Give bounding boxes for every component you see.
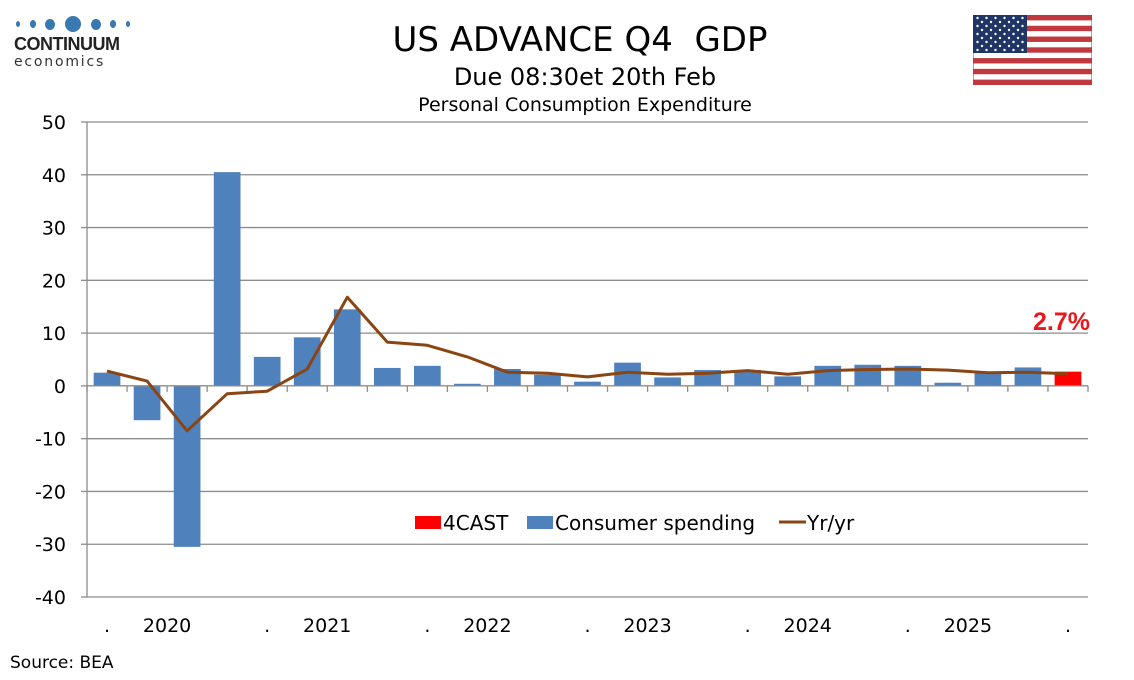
axes xyxy=(81,121,1089,598)
x-tick-label: . xyxy=(424,615,430,637)
consumer-spending-bar xyxy=(253,356,281,386)
forecast-bar xyxy=(1054,371,1082,386)
consumer-spending-bar xyxy=(534,374,561,386)
consumer-spending-bar xyxy=(814,365,842,386)
legend-label-yoy: Yr/yr xyxy=(806,511,855,535)
consumer-spending-bar xyxy=(413,365,441,386)
consumer-spending-bar xyxy=(373,367,401,386)
chart-title: US ADVANCE Q4 GDP xyxy=(392,20,768,60)
x-tick-label: 2025 xyxy=(944,615,992,637)
x-tick-label: 2020 xyxy=(143,615,191,637)
consumer-spending-bar xyxy=(333,309,361,386)
x-tick-labels: . 2020. 2021. 2022. 2023. 2024. 2025. xyxy=(104,615,1071,637)
x-tick-label: 2022 xyxy=(463,615,511,637)
consumer-spending-bar xyxy=(894,365,922,386)
consumer-spending-bar xyxy=(774,376,802,386)
us-flag-icon xyxy=(973,15,1092,85)
consumer-spending-bar xyxy=(213,172,241,386)
consumer-spending-bar xyxy=(654,377,681,386)
y-tick-label: 0 xyxy=(54,376,66,398)
y-tick-label: 10 xyxy=(42,323,66,345)
x-tick-label: . xyxy=(104,615,110,637)
logo-subtitle: economics xyxy=(14,54,106,70)
y-tick-label: 40 xyxy=(42,165,66,187)
consumer-spending-bar xyxy=(454,383,481,386)
legend-label-consumer-spending: Consumer spending xyxy=(555,511,755,535)
x-tick-label: . xyxy=(1065,615,1071,637)
y-tick-label: 20 xyxy=(42,270,66,292)
logo-name: CONTINUUM xyxy=(14,34,120,54)
y-tick-label: 50 xyxy=(42,112,66,134)
logo-dots-icon xyxy=(14,16,132,32)
legend-label-4cast: 4CAST xyxy=(443,511,509,535)
consumer-spending-bar xyxy=(574,381,601,386)
consumer-spending-bar xyxy=(1014,367,1042,386)
x-tick-label: 2021 xyxy=(303,615,351,637)
yoy-line xyxy=(106,295,1069,433)
x-tick-label: . xyxy=(905,615,911,637)
chart-subtitle: Due 08:30et 20th Feb xyxy=(453,63,717,91)
bars xyxy=(93,172,1082,547)
chart-subtitle-series: Personal Consumption Expenditure xyxy=(418,94,752,116)
x-tick-label: . xyxy=(264,615,270,637)
consumer-spending-bar xyxy=(934,382,962,386)
y-tick-label: -40 xyxy=(35,587,66,609)
legend-swatch-4cast xyxy=(415,516,441,529)
y-tick-label: -10 xyxy=(35,429,66,451)
consumer-spending-bar xyxy=(974,372,1002,386)
x-tick-label: 2024 xyxy=(784,615,832,637)
forecast-annotation: 2.7% xyxy=(1033,308,1090,336)
legend-swatch-consumer-spending xyxy=(527,516,553,529)
consumer-spending-bar xyxy=(293,337,321,386)
consumer-spending-bar xyxy=(734,370,762,386)
x-tick-label: . xyxy=(584,615,590,637)
consumer-spending-bar xyxy=(93,372,121,386)
consumer-spending-bar xyxy=(173,385,201,547)
y-tick-label: -20 xyxy=(35,481,66,503)
source-note: Source: BEA xyxy=(10,653,114,673)
consumer-spending-bar xyxy=(614,362,641,386)
x-tick-label: 2023 xyxy=(623,615,671,637)
legend: 4CAST Consumer spending Yr/yr xyxy=(415,511,855,535)
y-tick-label: -30 xyxy=(35,534,66,556)
continuum-logo: CONTINUUM economics xyxy=(14,16,132,70)
y-tick-labels: 50 40 30 20 10 0 -10 -20 -30 -40 xyxy=(35,112,66,609)
x-tick-label: . xyxy=(745,615,751,637)
y-tick-label: 30 xyxy=(42,218,66,240)
